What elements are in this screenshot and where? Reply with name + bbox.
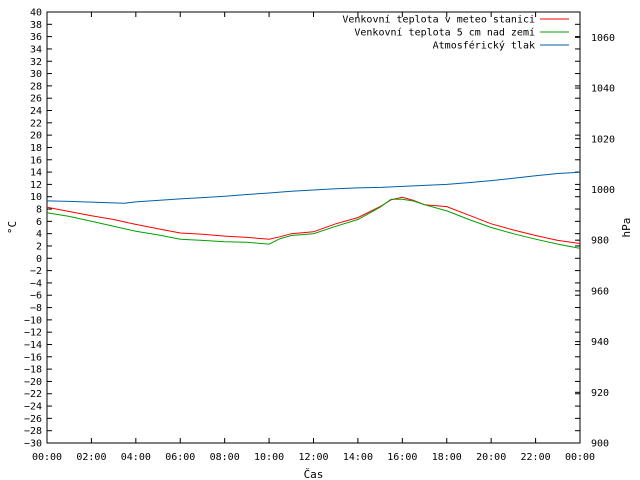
y-tick-label: 34 <box>30 44 42 55</box>
y2-tick-label: 980 <box>591 236 609 247</box>
series-line-1 <box>46 196 581 244</box>
series-line-2 <box>46 198 581 249</box>
y2-axis-label: hPa <box>620 218 633 238</box>
y-tick-label: −18 <box>24 365 42 376</box>
x-tick-label: 06:00 <box>165 452 195 463</box>
y-tick-label: −12 <box>24 328 42 339</box>
x-tick-label: 18:00 <box>432 452 462 463</box>
legend-label: Venkovní teplota v meteo stanici <box>342 14 535 26</box>
plot-frame <box>46 11 581 444</box>
y-tick-label: 38 <box>30 20 42 31</box>
y-tick-label: 32 <box>30 57 42 68</box>
y-tick-label: −6 <box>30 291 42 302</box>
legend-label: Venkovní teplota 5 cm nad zemí <box>354 27 535 39</box>
x-axis-label: Čas <box>304 468 324 480</box>
x-tick-label: 08:00 <box>210 452 240 463</box>
y-tick-label: −16 <box>24 352 42 363</box>
y-tick-label: −24 <box>24 402 42 413</box>
x-tick-label: 12:00 <box>298 452 328 463</box>
y-tick-label: 6 <box>36 217 42 228</box>
y-tick-label: −14 <box>24 340 42 351</box>
x-tick-label: 22:00 <box>521 452 551 463</box>
y-tick-label: −4 <box>30 278 42 289</box>
y-tick-label: 22 <box>30 118 42 129</box>
y-tick-label: 40 <box>30 8 42 19</box>
x-tick-label: 04:00 <box>121 452 151 463</box>
y-tick-label: 36 <box>30 32 42 43</box>
y-tick-label: 0 <box>36 254 42 265</box>
y-tick-label: −2 <box>30 266 42 277</box>
y-tick-label: −22 <box>24 389 42 400</box>
y-tick-label: 14 <box>30 168 42 179</box>
y-tick-label: 24 <box>30 106 42 117</box>
y-tick-label: −10 <box>24 315 42 326</box>
x-tick-label: 00:00 <box>565 452 595 463</box>
x-tick-label: 00:00 <box>32 452 62 463</box>
y2-tick-label: 960 <box>591 286 609 297</box>
series-line-3 <box>46 171 581 204</box>
y2-tick-label: 1060 <box>591 33 615 44</box>
y-tick-label: 30 <box>30 69 42 80</box>
y2-tick-label: 1000 <box>591 185 615 196</box>
y2-tick-label: 1020 <box>591 134 615 145</box>
x-tick-label: 20:00 <box>476 452 506 463</box>
x-tick-label: 02:00 <box>76 452 106 463</box>
legend-label: Atmosférický tlak <box>433 40 535 52</box>
y2-tick-label: 1040 <box>591 84 615 95</box>
y-tick-label: −28 <box>24 426 42 437</box>
y2-tick-label: 940 <box>591 337 609 348</box>
y-tick-label: 28 <box>30 81 42 92</box>
y-axis-label: °C <box>6 221 19 234</box>
x-tick-label: 16:00 <box>387 452 417 463</box>
y-tick-label: 4 <box>36 229 42 240</box>
y-tick-label: 16 <box>30 155 42 166</box>
y-tick-label: −26 <box>24 414 42 425</box>
y-tick-label: −20 <box>24 377 42 388</box>
y-tick-label: 10 <box>30 192 42 203</box>
y-tick-label: 2 <box>36 241 42 252</box>
y2-tick-label: 920 <box>591 388 609 399</box>
y-tick-label: 26 <box>30 94 42 105</box>
y-tick-label: 12 <box>30 180 42 191</box>
y-tick-label: −8 <box>30 303 42 314</box>
y-tick-label: 8 <box>36 205 42 216</box>
y-tick-label: 18 <box>30 143 42 154</box>
y2-tick-label: 900 <box>591 439 609 450</box>
x-tick-label: 10:00 <box>254 452 284 463</box>
y-tick-label: 20 <box>30 131 42 142</box>
x-tick-label: 14:00 <box>343 452 373 463</box>
y-tick-label: −30 <box>24 439 42 450</box>
